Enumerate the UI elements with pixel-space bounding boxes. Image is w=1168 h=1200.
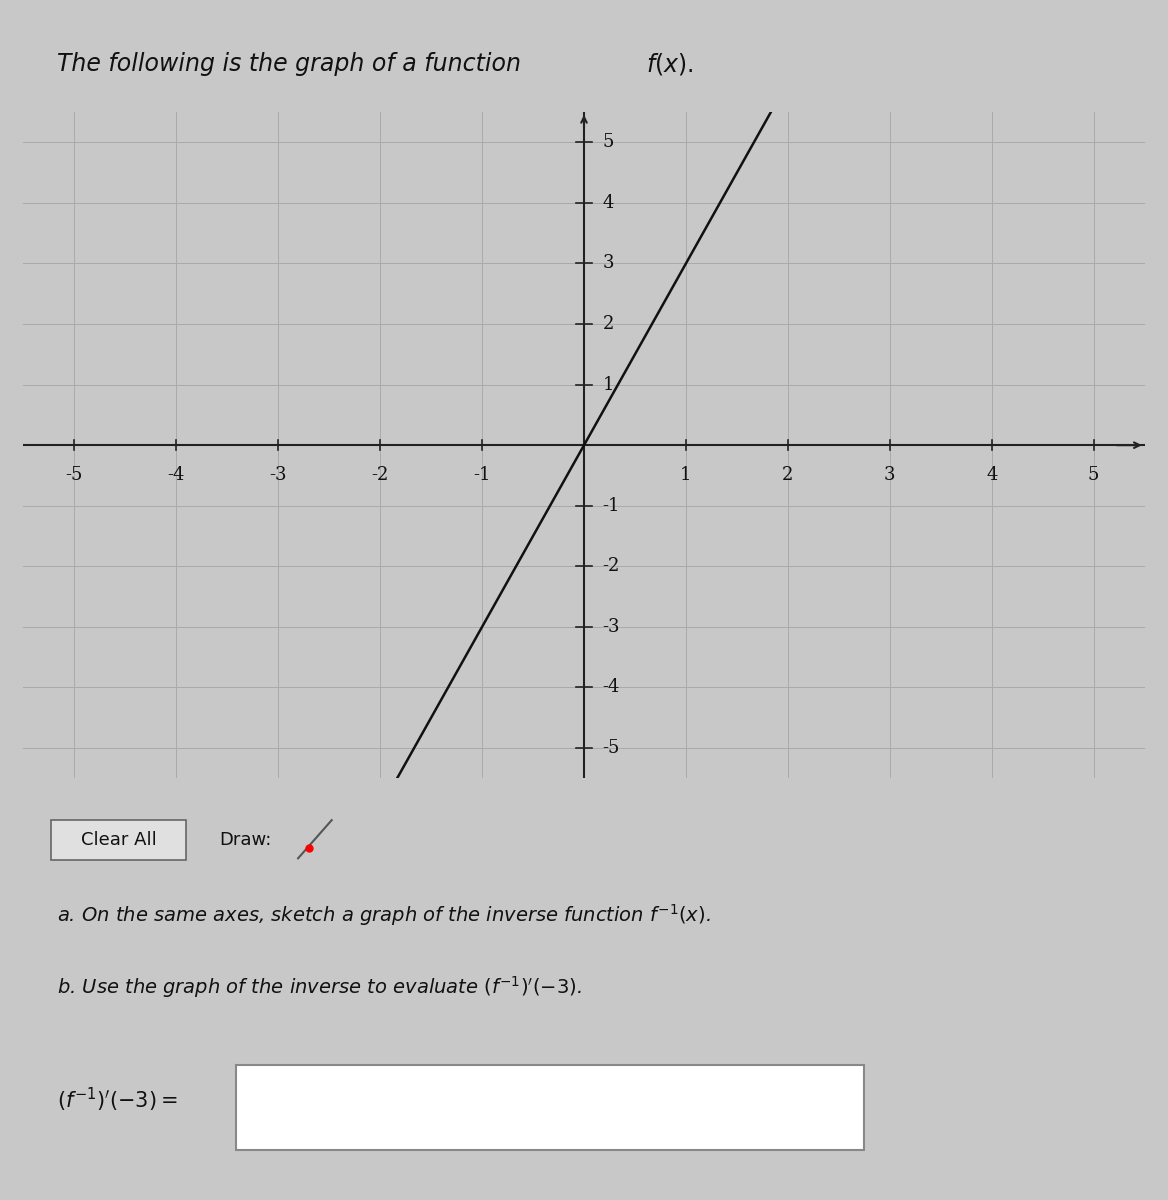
Text: 3: 3	[884, 467, 896, 485]
Text: -3: -3	[270, 467, 287, 485]
Text: Draw:: Draw:	[220, 832, 272, 850]
Text: -5: -5	[65, 467, 83, 485]
Text: Clear All: Clear All	[81, 832, 157, 850]
Text: -2: -2	[371, 467, 389, 485]
Text: -5: -5	[603, 739, 620, 757]
Text: 5: 5	[1087, 467, 1099, 485]
Text: The following is the graph of a function: The following is the graph of a function	[57, 53, 528, 77]
Text: 3: 3	[603, 254, 614, 272]
Text: 2: 2	[603, 316, 613, 334]
FancyBboxPatch shape	[236, 1066, 864, 1150]
Text: 2: 2	[783, 467, 793, 485]
Text: -2: -2	[603, 557, 620, 575]
Text: -4: -4	[167, 467, 185, 485]
Text: a. On the same axes, sketch a graph of the inverse function $f^{-1}(x)$.: a. On the same axes, sketch a graph of t…	[57, 901, 710, 928]
Text: 5: 5	[603, 133, 613, 151]
Text: 4: 4	[986, 467, 997, 485]
Text: 4: 4	[603, 194, 613, 212]
Text: $f(x)$.: $f(x)$.	[646, 52, 694, 77]
Text: 1: 1	[603, 376, 614, 394]
Text: $(f^{-1})'(-3) =$: $(f^{-1})'(-3) =$	[57, 1086, 178, 1114]
Text: 1: 1	[680, 467, 691, 485]
Text: -3: -3	[603, 618, 620, 636]
Text: -1: -1	[473, 467, 491, 485]
Text: b. Use the graph of the inverse to evaluate $(f^{-1})'(-3)$.: b. Use the graph of the inverse to evalu…	[57, 974, 582, 1000]
Text: -4: -4	[603, 678, 620, 696]
FancyBboxPatch shape	[51, 820, 186, 860]
Text: -1: -1	[603, 497, 620, 515]
